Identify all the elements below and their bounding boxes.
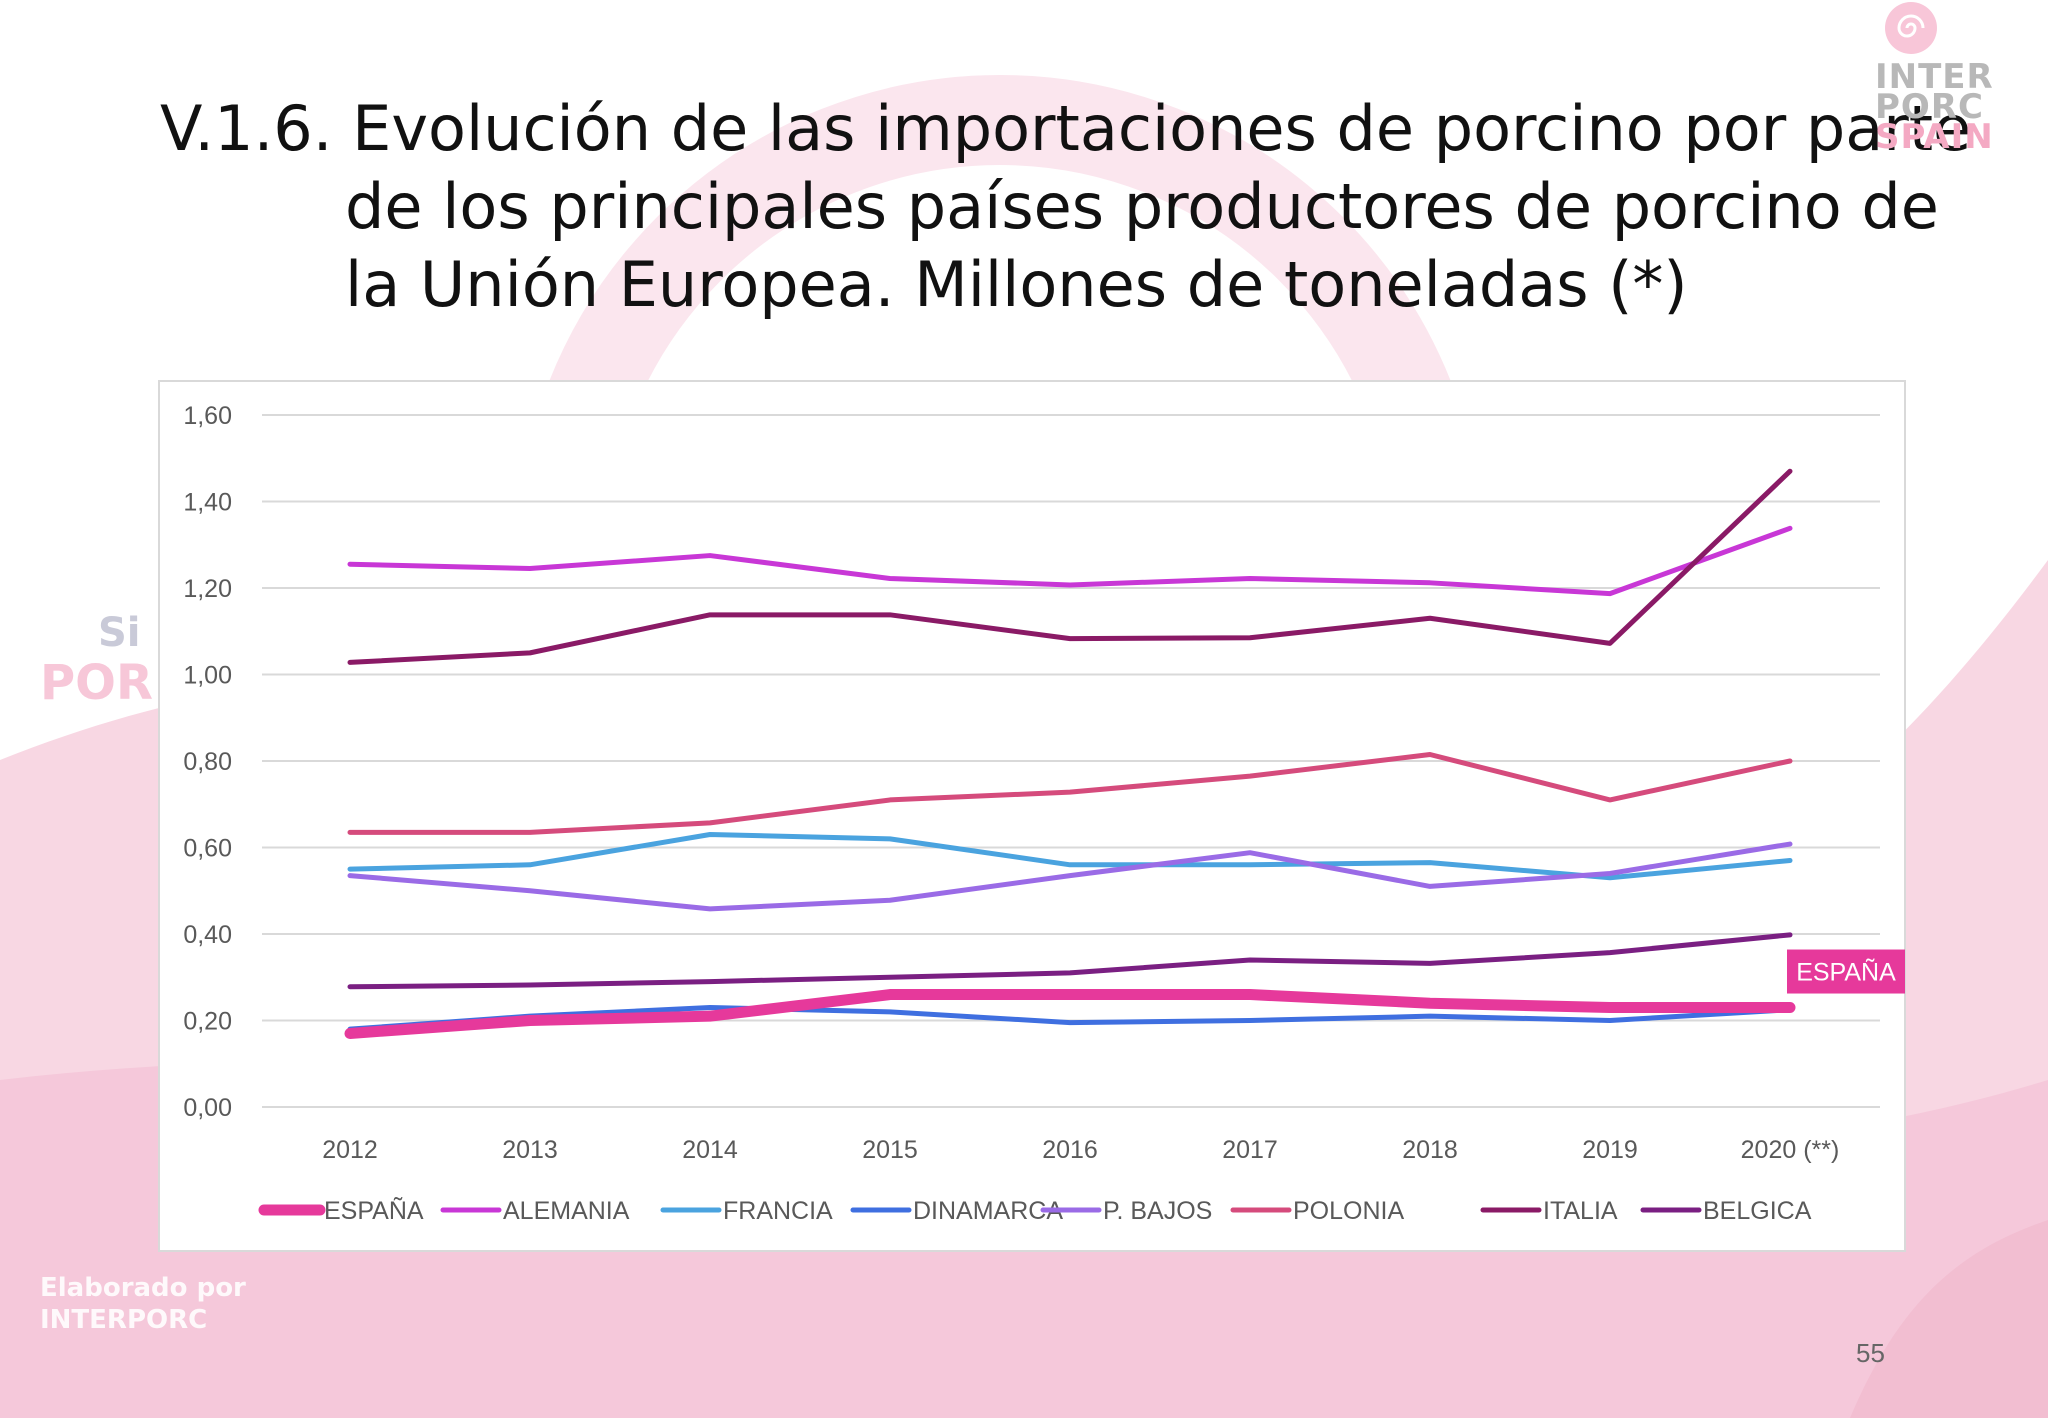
logo-text: INTER PORC SPAIN [1875,57,1994,157]
logo-line-3: SPAIN [1875,117,1994,157]
spiral-icon [1885,2,1937,54]
series-line-dinamarca [347,1005,1793,1032]
watermark-logo: Si POR [40,610,170,711]
series-line-belgica [347,932,1793,990]
series-line-españa [344,989,1796,1039]
legend-label: BELGICA [1703,1197,1812,1225]
y-tick-label: 0,00 [183,1094,232,1122]
y-tick-label: 1,20 [183,575,232,603]
series-line-p-bajos [347,841,1793,912]
line-chart: 0,00 0,20 0,40 0,60 0,80 1,00 1,20 1,40 1,60 2012… [158,380,1906,1252]
legend-label: ALEMANIA [503,1197,630,1225]
watermark-line-2: POR [40,655,153,711]
series-line-francia [347,832,1793,881]
watermark-line-1: Si [98,610,141,656]
y-tick-label: 0,40 [183,921,232,949]
series-line-polonia [347,752,1793,835]
title-line-1: V.1.6. Evolución de las importaciones de… [160,92,1972,165]
series-line-alemania [347,525,1793,597]
y-tick-label: 0,60 [183,835,232,863]
x-tick-label: 2020 (**) [1741,1136,1840,1164]
x-tick-label: 2018 [1402,1136,1458,1164]
y-tick-label: 0,20 [183,1008,232,1036]
x-tick-label: 2016 [1042,1136,1098,1164]
interporc-logo: INTER PORC SPAIN [1855,0,2045,175]
chart-canvas: 0,00 0,20 0,40 0,60 0,80 1,00 1,20 1,40 1,60 2012… [183,402,1905,1225]
page-number: 55 [1856,1338,1885,1368]
credit-text: Elaborado por INTERPORC [40,1272,246,1336]
legend-label: DINAMARCA [913,1197,1063,1225]
credit-line-1: Elaborado por [40,1273,246,1303]
legend-label: FRANCIA [723,1197,833,1225]
x-tick-label: 2012 [322,1136,378,1164]
credit-line-2: INTERPORC [40,1305,208,1335]
slide-title: V.1.6. Evolución de las importaciones de… [160,90,1972,324]
legend-label: POLONIA [1293,1197,1404,1225]
x-tick-label: 2014 [682,1136,738,1164]
y-tick-label: 1,60 [183,402,232,430]
x-tick-label: 2017 [1222,1136,1278,1164]
annotation-label: ESPAÑA [1796,958,1896,987]
title-line-2: de los principales países productores de… [345,170,1939,243]
legend-label: P. BAJOS [1103,1197,1212,1225]
x-tick-label: 2015 [862,1136,918,1164]
x-tick-label: 2013 [502,1136,558,1164]
y-tick-label: 1,40 [183,489,232,517]
y-tick-label: 1,00 [183,662,232,690]
logo-line-1: INTER [1875,57,1994,97]
logo-line-2: PORC [1875,87,1984,127]
legend-label: ITALIA [1543,1197,1618,1225]
title-line-3: la Unión Europea. Millones de toneladas … [345,248,1688,321]
annotation-tag [1787,949,1905,994]
x-tick-label: 2019 [1582,1136,1638,1164]
legend-label: ESPAÑA [324,1196,424,1225]
series-line-italia [347,468,1793,665]
y-tick-label: 0,80 [183,748,232,776]
